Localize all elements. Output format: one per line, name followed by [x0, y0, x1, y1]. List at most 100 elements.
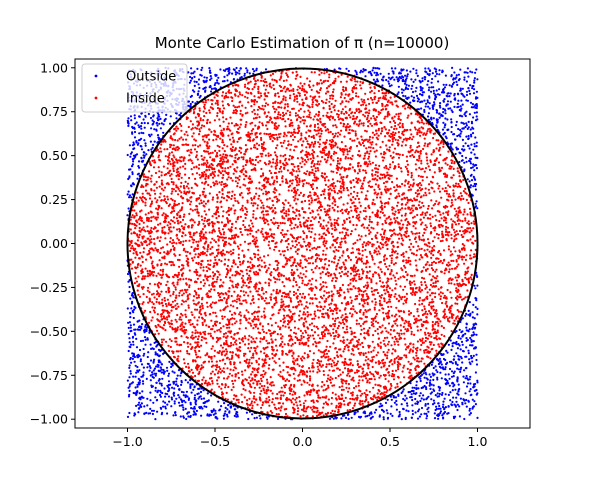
- inside-point: [319, 272, 322, 275]
- inside-point: [369, 231, 372, 234]
- inside-point: [301, 279, 304, 282]
- inside-point: [356, 191, 359, 195]
- inside-point: [175, 217, 178, 220]
- inside-point: [381, 102, 384, 105]
- inside-point: [205, 301, 209, 304]
- inside-point: [255, 100, 259, 103]
- inside-point: [309, 406, 312, 409]
- outside-point: [130, 307, 133, 310]
- inside-point: [179, 166, 182, 169]
- inside-point: [285, 79, 288, 82]
- inside-point: [403, 332, 406, 335]
- inside-point: [166, 224, 169, 227]
- inside-point: [432, 275, 435, 278]
- outside-point: [222, 69, 225, 72]
- inside-point: [242, 281, 245, 284]
- inside-point: [270, 165, 273, 168]
- outside-point: [386, 398, 389, 401]
- outside-point: [469, 362, 472, 366]
- inside-point: [219, 367, 222, 371]
- inside-point: [436, 275, 439, 278]
- inside-point: [394, 138, 397, 141]
- inside-point: [285, 161, 288, 164]
- outside-point: [258, 414, 261, 417]
- inside-point: [369, 371, 372, 374]
- inside-point: [269, 298, 273, 301]
- inside-point: [221, 160, 224, 164]
- inside-point: [184, 167, 187, 170]
- inside-point: [283, 212, 286, 215]
- inside-point: [236, 131, 239, 134]
- inside-point: [396, 332, 399, 335]
- inside-point: [365, 287, 369, 290]
- inside-point: [184, 313, 187, 316]
- inside-point: [345, 218, 348, 221]
- inside-point: [157, 332, 160, 335]
- inside-point: [286, 105, 289, 108]
- inside-point: [208, 284, 211, 287]
- inside-point: [263, 111, 266, 114]
- inside-point: [373, 289, 376, 292]
- inside-point: [253, 391, 256, 394]
- outside-point: [153, 367, 156, 370]
- inside-point: [265, 378, 269, 381]
- inside-point: [447, 184, 450, 187]
- inside-point: [278, 278, 281, 281]
- inside-point: [259, 159, 262, 162]
- inside-point: [381, 211, 384, 214]
- inside-point: [370, 143, 373, 146]
- inside-point: [319, 276, 322, 279]
- inside-point: [161, 214, 164, 217]
- inside-point: [332, 170, 335, 173]
- inside-point: [332, 323, 335, 326]
- inside-point: [427, 204, 430, 208]
- inside-point: [339, 185, 342, 188]
- inside-point: [229, 279, 232, 282]
- inside-point: [280, 386, 283, 389]
- inside-point: [328, 100, 331, 103]
- outside-point: [177, 388, 181, 391]
- outside-point: [476, 284, 479, 287]
- outside-point: [151, 373, 154, 376]
- outside-point: [474, 136, 477, 139]
- outside-point: [468, 92, 472, 95]
- inside-point: [426, 162, 429, 165]
- outside-point: [453, 417, 456, 420]
- inside-point: [253, 108, 256, 112]
- inside-point: [321, 172, 324, 175]
- inside-point: [418, 157, 421, 160]
- inside-point: [310, 201, 313, 204]
- inside-point: [289, 299, 292, 302]
- inside-point: [344, 357, 347, 361]
- inside-point: [186, 250, 189, 254]
- inside-point: [252, 163, 255, 166]
- inside-point: [282, 369, 285, 372]
- inside-point: [266, 127, 269, 131]
- inside-point: [260, 385, 263, 388]
- inside-point: [243, 85, 247, 88]
- inside-point: [218, 258, 221, 261]
- outside-point: [432, 366, 435, 370]
- inside-point: [341, 212, 344, 215]
- inside-point: [235, 347, 238, 350]
- inside-point: [174, 149, 177, 152]
- inside-point: [308, 375, 312, 378]
- inside-point: [355, 319, 358, 322]
- inside-point: [443, 308, 446, 311]
- inside-point: [319, 160, 322, 163]
- inside-point: [291, 71, 294, 74]
- inside-point: [200, 302, 203, 305]
- outside-point: [442, 111, 445, 114]
- inside-point: [232, 204, 235, 207]
- inside-point: [227, 122, 230, 125]
- outside-point: [464, 332, 467, 335]
- inside-point: [336, 327, 339, 330]
- outside-point: [134, 386, 137, 389]
- inside-point: [248, 376, 251, 379]
- inside-point: [339, 354, 342, 357]
- inside-point: [216, 276, 219, 279]
- inside-point: [234, 108, 237, 112]
- inside-point: [454, 223, 458, 226]
- inside-point: [250, 180, 253, 183]
- inside-point: [265, 124, 268, 127]
